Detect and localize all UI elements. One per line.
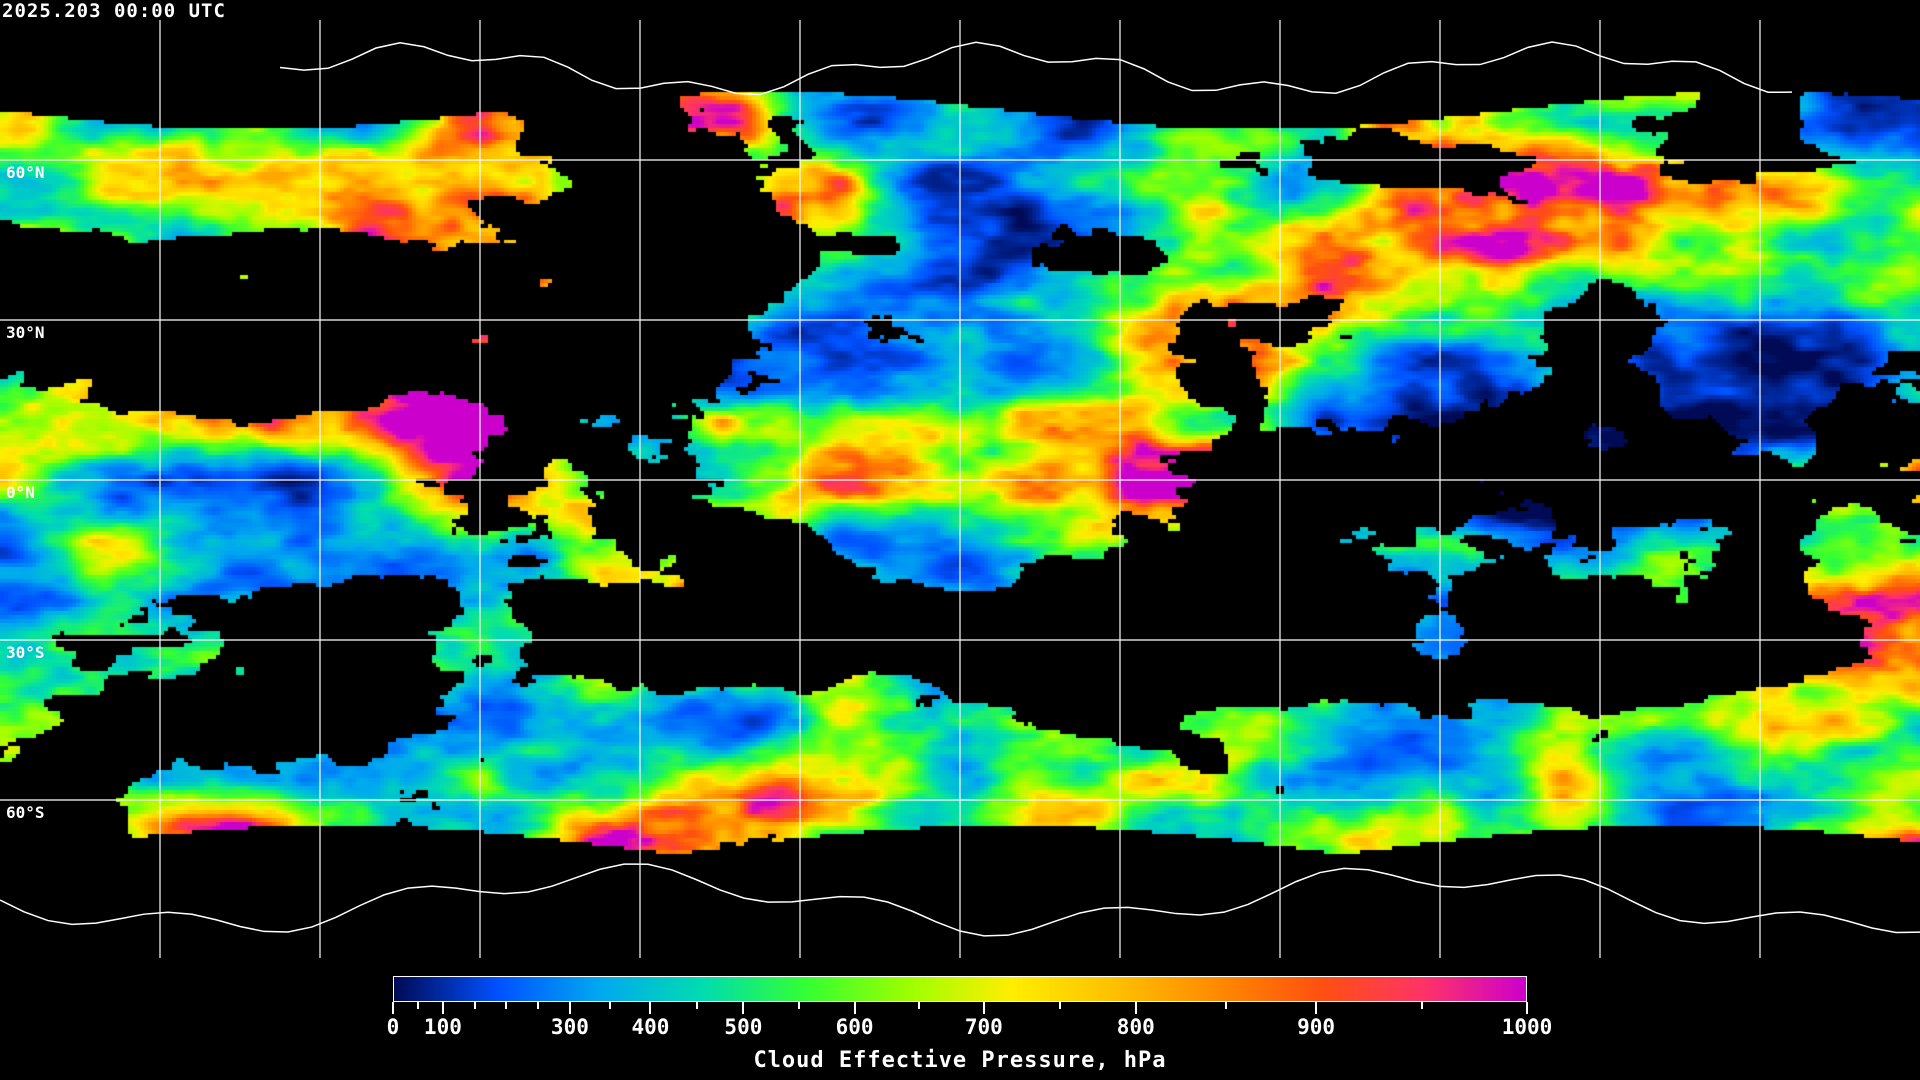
- major-tick: [742, 1002, 745, 1014]
- major-tick: [982, 1002, 985, 1014]
- major-tick: [1315, 1002, 1318, 1014]
- minor-tick: [537, 1002, 540, 1009]
- major-tick: [441, 1002, 444, 1014]
- major-tick: [1526, 1002, 1528, 1014]
- lat-label-0n: 0°N: [6, 483, 35, 502]
- colorbar-title: Cloud Effective Pressure, hPa: [753, 1048, 1167, 1073]
- minor-tick: [918, 1002, 921, 1009]
- cloud-pressure-map: [0, 0, 1920, 958]
- minor-tick: [1224, 1002, 1227, 1009]
- tick-label: 300: [550, 1015, 589, 1039]
- lat-lon-grid: [0, 20, 1920, 958]
- tick-label: 1000: [1501, 1015, 1553, 1039]
- tick-label: 400: [631, 1015, 670, 1039]
- colorbar-axis: 0 100 300 400 500 600 700 800 900 1000: [387, 1002, 1552, 1062]
- lat-label-30n: 30°N: [6, 323, 45, 342]
- coastline: [279, 41, 1793, 96]
- minor-tick: [797, 1002, 800, 1009]
- major-tick: [853, 1002, 856, 1014]
- minor-tick: [695, 1002, 698, 1009]
- minor-tick: [1420, 1002, 1423, 1009]
- tick-label: 800: [1116, 1015, 1155, 1039]
- timestamp: 2025.203 00:00 UTC: [2, 0, 226, 22]
- minor-tick: [505, 1002, 508, 1009]
- minor-tick: [473, 1002, 476, 1009]
- tick-label: 700: [964, 1015, 1003, 1039]
- lat-label-30s: 30°S: [6, 643, 45, 662]
- tick-label: 900: [1297, 1015, 1336, 1039]
- minor-tick: [416, 1002, 419, 1009]
- tick-label: 0: [386, 1015, 400, 1039]
- coastline: [0, 863, 1920, 937]
- major-tick: [1134, 1002, 1137, 1014]
- lat-label-60n: 60°N: [6, 163, 45, 182]
- minor-tick: [1058, 1002, 1061, 1009]
- major-tick: [568, 1002, 571, 1014]
- tick-label: 500: [724, 1015, 763, 1039]
- major-tick: [649, 1002, 652, 1014]
- tick-label: 100: [423, 1015, 462, 1039]
- minor-tick: [609, 1002, 612, 1009]
- major-tick: [392, 1002, 394, 1014]
- colorbar: [393, 976, 1527, 1002]
- lat-label-60s: 60°S: [6, 803, 45, 822]
- tick-label: 600: [835, 1015, 874, 1039]
